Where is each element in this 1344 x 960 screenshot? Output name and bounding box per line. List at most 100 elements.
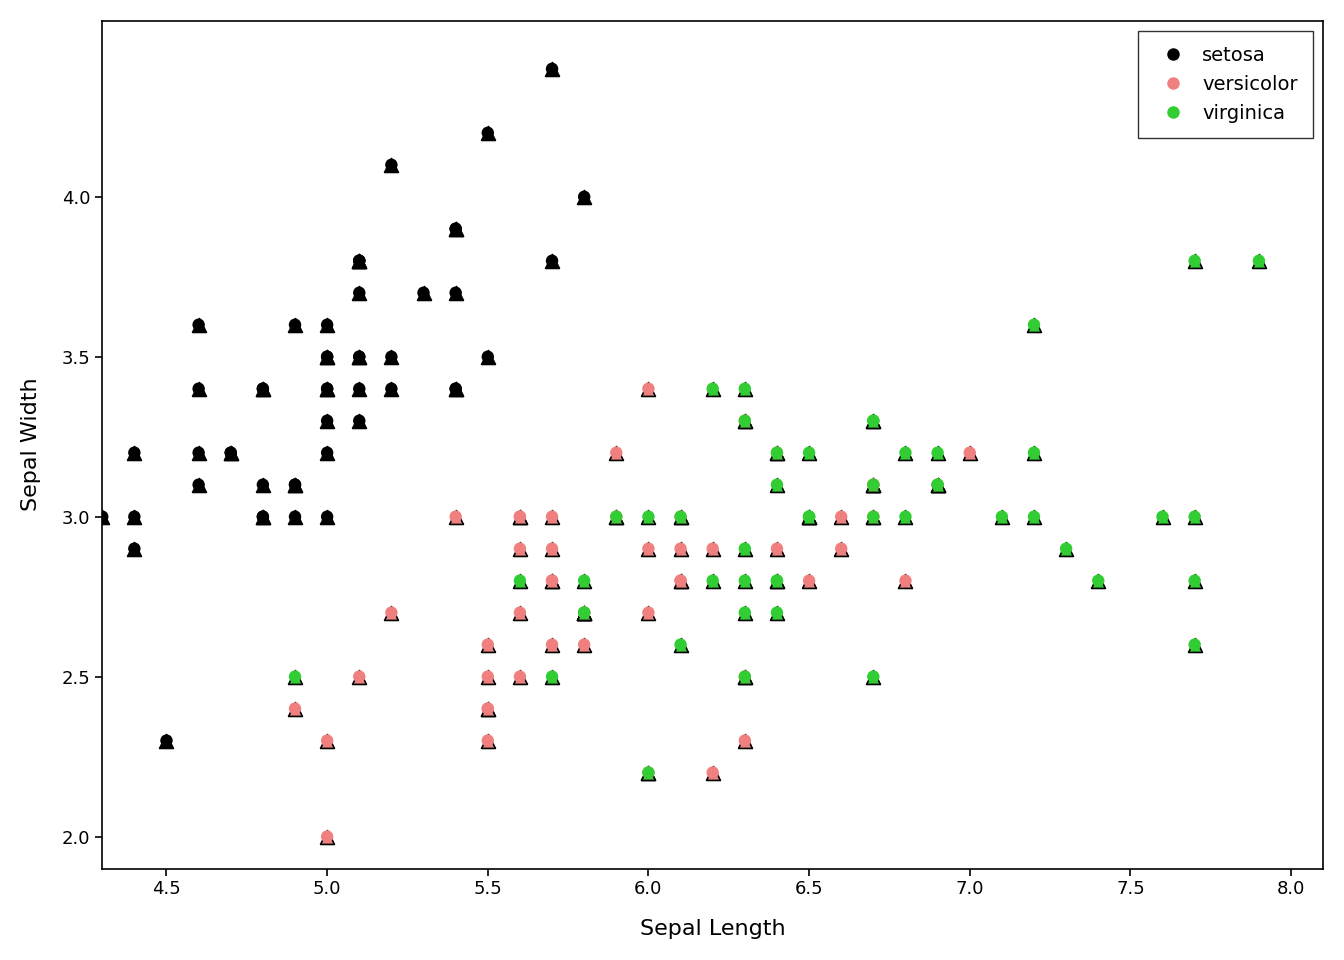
Point	[188, 477, 210, 492]
Point	[766, 477, 788, 492]
Point	[734, 413, 755, 428]
Point	[766, 477, 788, 492]
Point	[348, 349, 370, 365]
Point	[1184, 509, 1206, 524]
Point	[702, 765, 723, 780]
Point	[606, 445, 628, 461]
Point	[316, 828, 337, 844]
Point	[637, 381, 659, 396]
Point	[798, 573, 820, 588]
Point	[863, 509, 884, 524]
Point	[509, 669, 531, 684]
Point	[1249, 253, 1270, 269]
Point	[413, 285, 434, 300]
Point	[542, 541, 563, 557]
Point	[542, 669, 563, 684]
Point	[284, 477, 305, 492]
Point	[253, 381, 274, 396]
Point	[669, 573, 691, 588]
Point	[348, 349, 370, 365]
Point	[348, 285, 370, 300]
Point	[927, 477, 949, 492]
Point	[960, 445, 981, 461]
Point	[316, 732, 337, 748]
Point	[509, 541, 531, 557]
Point	[863, 413, 884, 428]
Point	[284, 701, 305, 716]
Point	[542, 573, 563, 588]
Point	[574, 189, 595, 204]
Point	[284, 317, 305, 332]
Point	[798, 509, 820, 524]
Point	[702, 573, 723, 588]
Point	[220, 445, 242, 461]
Point	[445, 285, 466, 300]
Point	[380, 349, 402, 365]
Point	[509, 509, 531, 524]
Point	[669, 509, 691, 524]
Point	[445, 285, 466, 300]
Point	[960, 445, 981, 461]
Point	[477, 732, 499, 748]
Point	[445, 221, 466, 236]
Point	[637, 541, 659, 557]
Point	[669, 573, 691, 588]
Point	[766, 445, 788, 461]
Point	[895, 445, 917, 461]
Point	[1023, 445, 1044, 461]
Point	[284, 669, 305, 684]
Point	[1184, 253, 1206, 269]
Point	[734, 381, 755, 396]
Y-axis label: Sepal Width: Sepal Width	[22, 378, 40, 512]
Point	[348, 381, 370, 396]
Point	[477, 125, 499, 140]
Point	[831, 509, 852, 524]
Point	[669, 509, 691, 524]
Point	[702, 381, 723, 396]
Point	[863, 477, 884, 492]
Point	[798, 509, 820, 524]
Point	[477, 636, 499, 652]
Point	[1023, 317, 1044, 332]
Point	[413, 285, 434, 300]
Point	[734, 669, 755, 684]
Point	[316, 445, 337, 461]
Point	[316, 509, 337, 524]
Point	[734, 605, 755, 620]
Point	[734, 413, 755, 428]
Point	[734, 541, 755, 557]
Point	[1087, 573, 1109, 588]
Point	[348, 253, 370, 269]
Point	[1055, 541, 1077, 557]
Point	[574, 605, 595, 620]
Point	[637, 765, 659, 780]
Point	[253, 509, 274, 524]
Point	[702, 573, 723, 588]
Point	[380, 349, 402, 365]
Point	[1184, 573, 1206, 588]
Point	[284, 509, 305, 524]
Point	[348, 253, 370, 269]
Point	[734, 732, 755, 748]
Point	[1249, 253, 1270, 269]
Point	[284, 701, 305, 716]
Point	[509, 605, 531, 620]
Point	[927, 477, 949, 492]
X-axis label: Sepal Length: Sepal Length	[640, 919, 785, 939]
Point	[702, 541, 723, 557]
Point	[574, 605, 595, 620]
Point	[669, 636, 691, 652]
Point	[606, 509, 628, 524]
Point	[606, 509, 628, 524]
Point	[316, 349, 337, 365]
Point	[380, 157, 402, 173]
Point	[734, 413, 755, 428]
Point	[316, 317, 337, 332]
Point	[188, 317, 210, 332]
Point	[316, 349, 337, 365]
Point	[637, 541, 659, 557]
Point	[863, 669, 884, 684]
Point	[766, 445, 788, 461]
Point	[1152, 509, 1173, 524]
Point	[348, 253, 370, 269]
